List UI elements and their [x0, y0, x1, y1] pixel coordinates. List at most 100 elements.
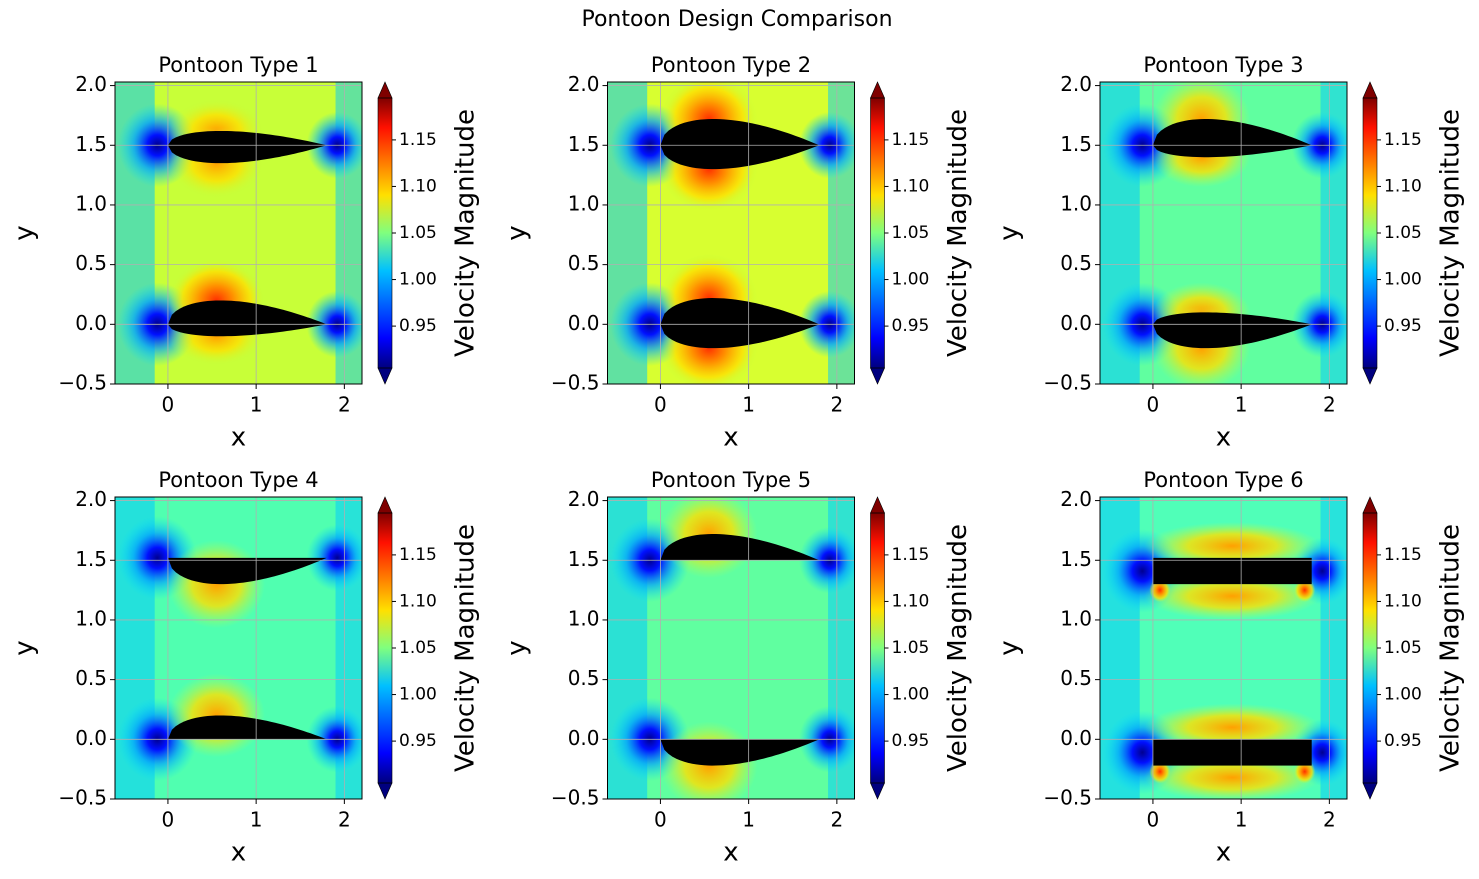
colorbar-extend — [377, 496, 393, 514]
pontoon — [660, 298, 820, 349]
x-tick-label: 1 — [1235, 393, 1248, 417]
y-tick-label: 0.0 — [568, 726, 600, 750]
x-tick-label: 2 — [1323, 393, 1336, 417]
high-speed — [660, 497, 758, 579]
y-tick-label: 0.5 — [1060, 666, 1092, 690]
colorbar-tick-label: 1.10 — [399, 176, 437, 196]
pontoon — [660, 534, 820, 561]
x-tick-label: 0 — [1147, 393, 1160, 417]
pontoon — [1152, 557, 1312, 585]
x-axis-label: x — [1216, 838, 1231, 868]
x-tick-label: 1 — [742, 808, 755, 832]
colorbar-tick-label: 1.00 — [399, 270, 437, 290]
colorbar-tick-label: 0.95 — [399, 316, 437, 336]
colorbar-extend — [1362, 496, 1378, 514]
colorbar-tick-label: 1.05 — [1384, 223, 1422, 243]
x-tick-label: 1 — [742, 393, 755, 417]
figure-title: Pontoon Design Comparison — [581, 7, 892, 32]
colorbar-extend — [1362, 367, 1378, 385]
colorbar-tick-label: 1.05 — [1384, 638, 1422, 658]
x-tick-label: 0 — [654, 808, 667, 832]
pontoon — [167, 300, 327, 337]
y-tick-label: 1.0 — [1060, 606, 1092, 630]
colorbar-tick-label: 1.15 — [399, 545, 437, 565]
field — [115, 497, 362, 799]
pontoon — [167, 715, 327, 740]
y-tick-label: 2.0 — [75, 72, 107, 96]
high-speed — [167, 673, 265, 758]
y-tick-label: 1.0 — [75, 191, 107, 215]
pontoon — [660, 119, 820, 170]
x-tick-label: 1 — [250, 808, 263, 832]
x-axis-label: x — [231, 838, 246, 868]
y-axis-label: y — [995, 225, 1025, 240]
y-tick-label: 0.0 — [568, 311, 600, 335]
colorbar-tick-label: 1.05 — [892, 223, 930, 243]
y-tick-label: 2.0 — [75, 487, 107, 511]
colorbar-extend — [870, 367, 885, 385]
axes-frame — [1099, 496, 1348, 800]
x-tick-label: 0 — [162, 393, 175, 417]
colorbar-tick-label: 1.15 — [892, 130, 930, 150]
field — [115, 82, 362, 384]
colorbar-label: Velocity Magnitude — [451, 524, 481, 772]
y-tick-label: −0.5 — [551, 786, 600, 810]
y-axis-label: y — [10, 225, 40, 240]
x-tick-label: 2 — [830, 393, 843, 417]
colorbar-tick-label: 1.15 — [399, 130, 437, 150]
pontoon — [660, 739, 820, 766]
colorbar-extend — [377, 782, 393, 800]
y-tick-label: 0.5 — [1060, 251, 1092, 275]
colorbar-tick-label: 1.10 — [892, 176, 930, 196]
colorbar-tick-label: 0.95 — [1384, 316, 1422, 336]
axes-frame — [607, 496, 855, 800]
colorbar-tick-label: 1.10 — [1384, 176, 1422, 196]
colorbar — [870, 98, 885, 368]
y-tick-label: −0.5 — [58, 786, 107, 810]
colorbar-label: Velocity Magnitude — [1436, 109, 1466, 357]
y-tick-label: 1.5 — [568, 547, 600, 571]
y-tick-label: 0.5 — [75, 666, 107, 690]
axes-title: Pontoon Type 4 — [158, 468, 318, 492]
y-tick-label: 1.0 — [568, 191, 600, 215]
axes-title: Pontoon Type 6 — [1143, 468, 1303, 492]
axes-title: Pontoon Type 1 — [158, 53, 318, 77]
y-tick-label: 2.0 — [568, 72, 600, 96]
colorbar-tick-label: 1.10 — [399, 591, 437, 611]
x-axis-label: x — [231, 423, 246, 453]
y-tick-label: 0.5 — [75, 251, 107, 275]
x-tick-label: 2 — [338, 393, 351, 417]
colorbar-tick-label: 0.95 — [892, 731, 930, 751]
low-speed — [306, 524, 362, 592]
colorbar-tick-label: 1.05 — [399, 638, 437, 658]
y-tick-label: 1.0 — [75, 606, 107, 630]
y-axis-label: y — [10, 640, 40, 655]
colorbar-tick-label: 1.10 — [892, 591, 930, 611]
y-tick-label: 2.0 — [1060, 487, 1092, 511]
y-tick-label: −0.5 — [551, 371, 600, 395]
x-tick-label: 2 — [830, 808, 843, 832]
colorbar-extend — [377, 367, 393, 385]
colorbar-tick-label: 1.05 — [399, 223, 437, 243]
colorbar-tick-label: 1.15 — [892, 545, 930, 565]
field — [607, 82, 855, 384]
colorbar — [1363, 98, 1377, 368]
x-axis-label: x — [723, 838, 738, 868]
y-tick-label: 0.5 — [568, 666, 600, 690]
y-tick-label: 0.0 — [75, 726, 107, 750]
y-tick-label: −0.5 — [1043, 371, 1092, 395]
pontoon — [167, 130, 327, 164]
colorbar-extend — [870, 496, 885, 514]
y-tick-label: 1.0 — [568, 606, 600, 630]
pontoon — [167, 557, 327, 585]
y-axis-label: y — [995, 640, 1025, 655]
colorbar-tick-label: 1.05 — [892, 638, 930, 658]
high-speed — [660, 721, 758, 799]
axes-title: Pontoon Type 5 — [651, 468, 811, 492]
colorbar-tick-label: 1.15 — [1384, 130, 1422, 150]
colorbar-tick-label: 1.00 — [892, 685, 930, 705]
colorbar-tick-label: 1.00 — [399, 685, 437, 705]
pontoon — [1152, 312, 1312, 349]
colorbar-label: Velocity Magnitude — [1436, 524, 1466, 772]
